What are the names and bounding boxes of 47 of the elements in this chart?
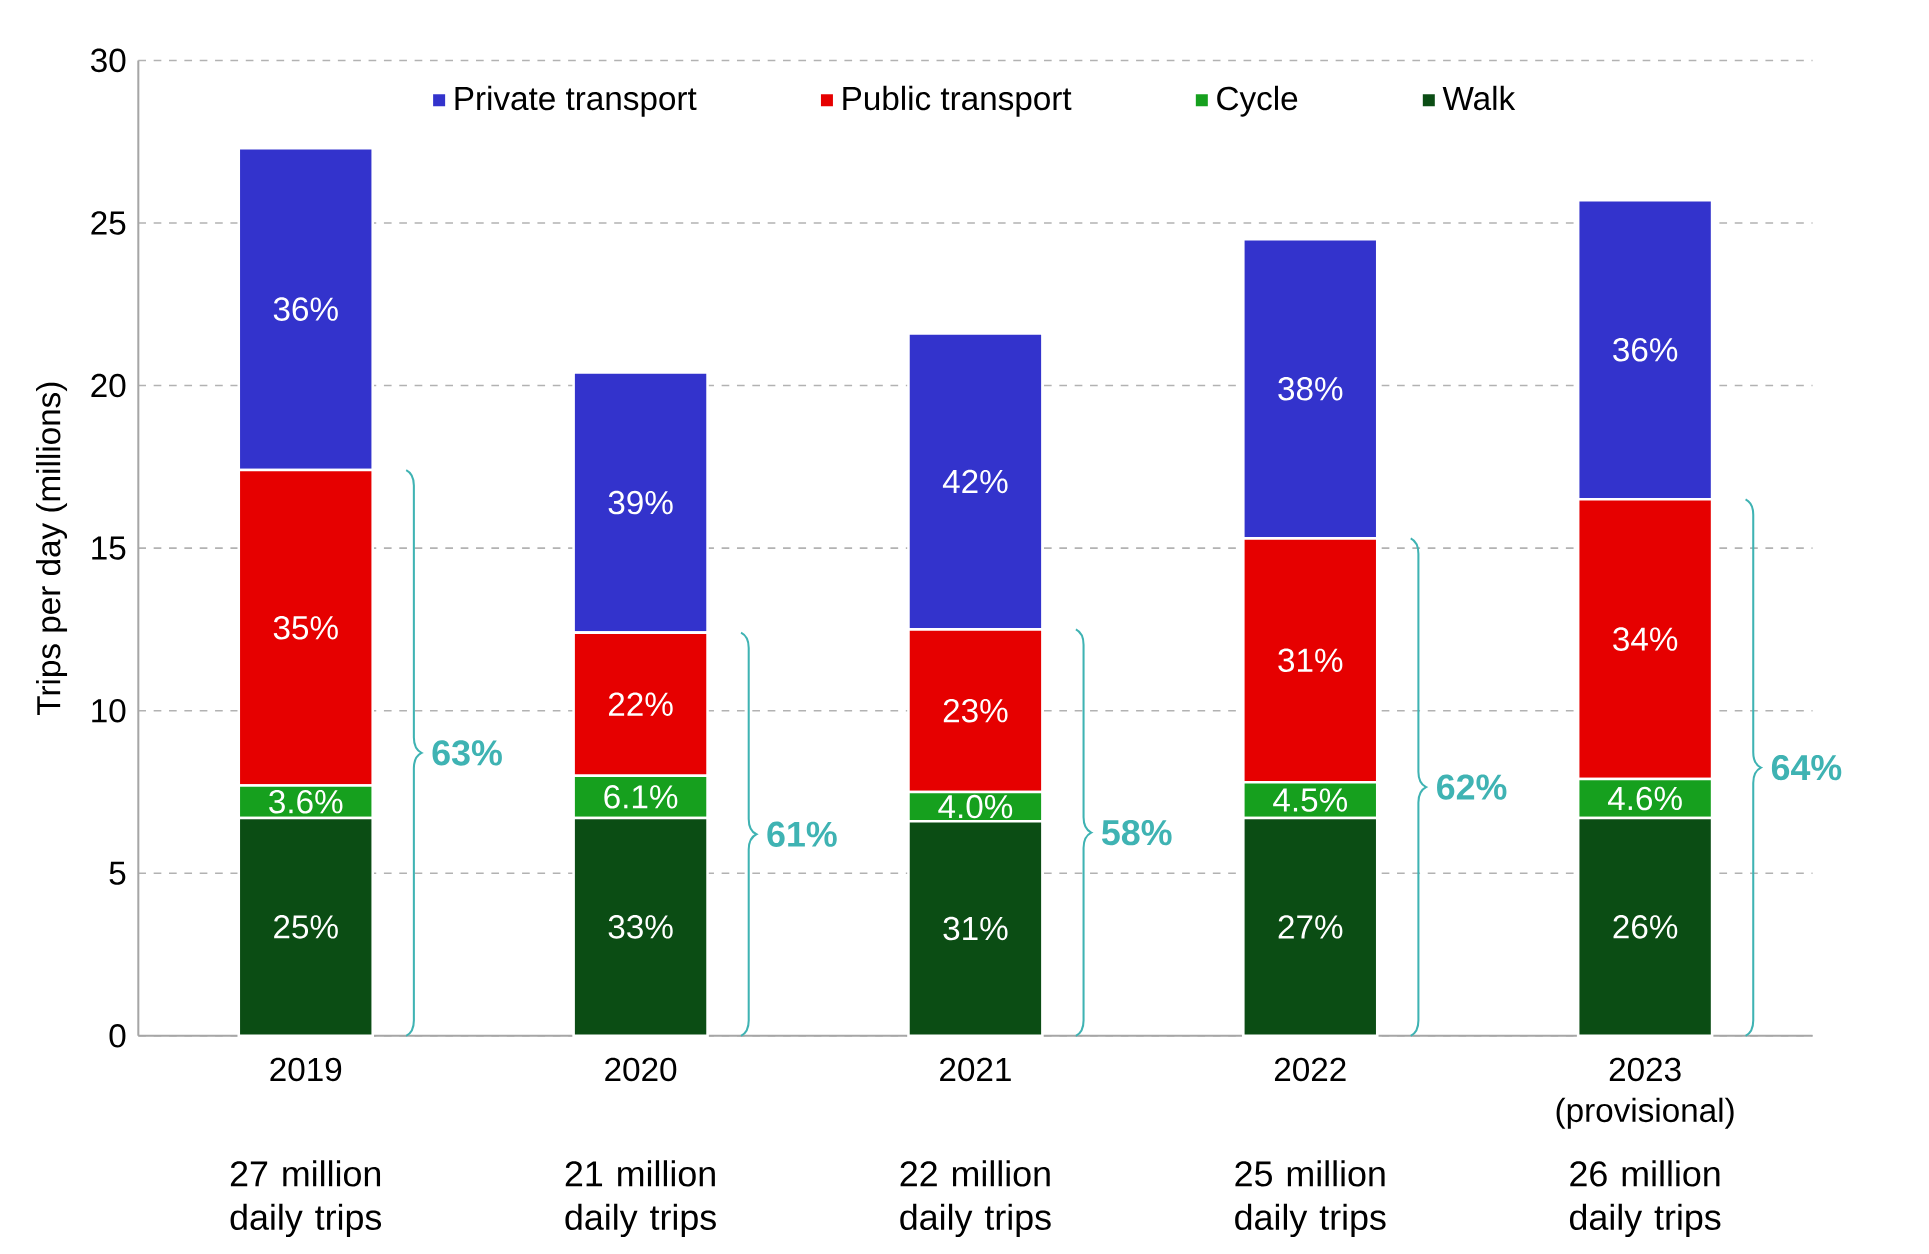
annotation: 25% xyxy=(274,915,338,939)
annotation: 4.0% xyxy=(938,794,1013,819)
x-tick-label: 2022 xyxy=(1274,1057,1346,1082)
y-tick-label: 0 xyxy=(109,1023,126,1048)
annotation: 22% xyxy=(608,692,673,716)
text: 21 million daily trips xyxy=(565,1160,716,1238)
y-tick-label: 15 xyxy=(92,536,126,560)
annotation: 39% xyxy=(608,490,673,515)
y-tick-label: 30 xyxy=(91,48,126,73)
annotation: 63% xyxy=(432,740,502,766)
annotation: 34% xyxy=(1613,627,1678,651)
legend-label: Private transport xyxy=(455,85,697,117)
legend-label: Walk xyxy=(1442,85,1516,111)
annotation: 64% xyxy=(1771,754,1842,781)
annotation: 31% xyxy=(943,916,1008,941)
annotation: 36% xyxy=(273,297,338,321)
x-tick-label: 2020 xyxy=(605,1057,677,1082)
x-tick-label: 2023 (provisional) xyxy=(1556,1057,1734,1129)
x-tick-label: 2021 xyxy=(940,1057,1011,1082)
annotation: 61% xyxy=(767,821,837,847)
text: 26 million daily trips xyxy=(1569,1160,1721,1238)
annotation: 58% xyxy=(1101,819,1172,846)
annotation: 23% xyxy=(943,698,1008,723)
y-tick-label: 20 xyxy=(91,373,126,398)
text: 22 million daily trips xyxy=(900,1160,1051,1238)
x-tick-label: 2019 xyxy=(270,1057,342,1082)
annotation: 33% xyxy=(608,915,673,939)
legend-label: Public transport xyxy=(843,85,1072,117)
text: 25 million daily trips xyxy=(1235,1160,1386,1238)
annotation: 36% xyxy=(1613,337,1678,362)
y-tick-label: 10 xyxy=(92,698,126,723)
y-tick-label: 25 xyxy=(91,211,126,235)
annotation: 35% xyxy=(273,615,338,640)
annotation: 4.6% xyxy=(1607,786,1682,811)
annotation: 42% xyxy=(942,469,1008,494)
annotation: 4.5% xyxy=(1273,788,1348,812)
y-tick-label: 5 xyxy=(109,861,126,885)
annotation: 6.1% xyxy=(604,784,678,809)
annotation: 26% xyxy=(1613,915,1678,939)
legend-label: Cycle xyxy=(1217,85,1298,117)
annotation: 62% xyxy=(1437,774,1507,800)
annotation: 3.6% xyxy=(269,789,343,814)
annotation: 31% xyxy=(1278,648,1343,672)
annotation: 38% xyxy=(1278,376,1343,401)
y-axis-title: Trips per day (millions) xyxy=(36,382,68,715)
annotation: 27% xyxy=(1278,915,1343,939)
text: 27 million daily trips xyxy=(230,1160,382,1238)
